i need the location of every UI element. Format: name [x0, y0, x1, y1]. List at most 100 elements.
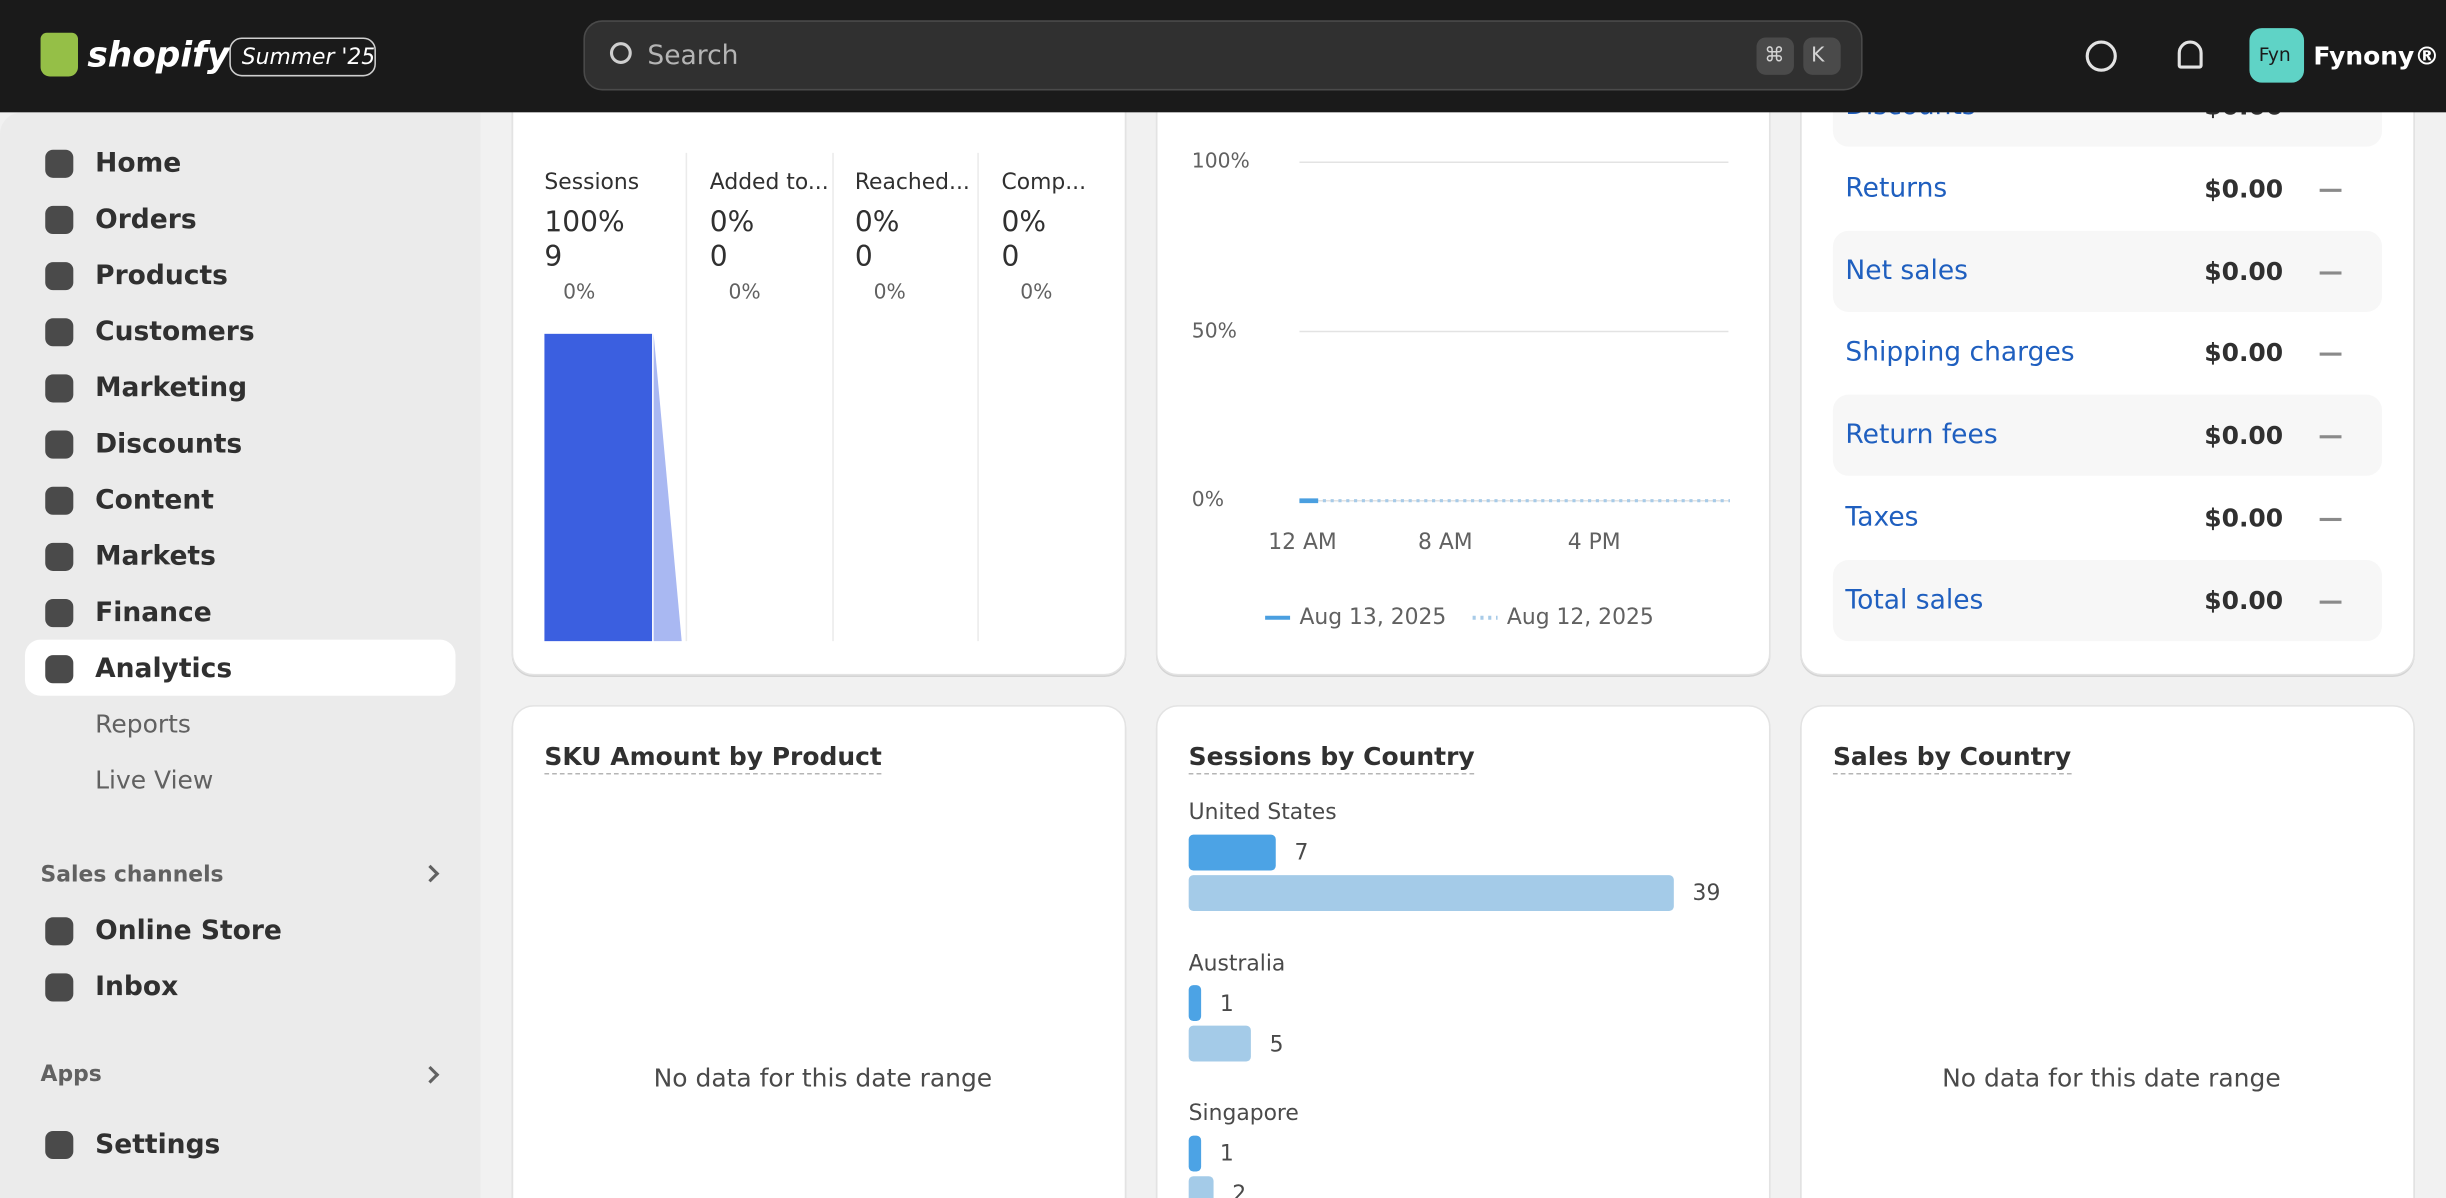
section-title[interactable]: Sales channels: [40, 862, 224, 888]
nav-icon: [45, 599, 74, 628]
legend-label: Aug 13, 2025: [1299, 605, 1447, 631]
stage-count: 0: [854, 241, 873, 274]
nav-active-bg: [24, 639, 456, 696]
search-icon: [609, 42, 632, 64]
y-tick-label: 50%: [1191, 319, 1237, 344]
stage-count: 9: [544, 241, 563, 274]
nav-item[interactable]: Discounts: [95, 428, 243, 461]
sidekick-button[interactable]: [2085, 40, 2117, 72]
row-label[interactable]: Return fees: [1845, 419, 1998, 452]
shortcut-key: ⌘: [1756, 37, 1794, 75]
nav-item[interactable]: Inbox: [95, 971, 179, 1004]
row-value: $0.00: [2204, 585, 2284, 616]
bar-value: 39: [1692, 881, 1721, 907]
nav-item[interactable]: Settings: [95, 1129, 221, 1161]
country-label: United States: [1188, 800, 1337, 826]
country-label: Singapore: [1188, 1101, 1299, 1127]
panel-title: Sales by Country: [1832, 742, 2072, 775]
panel-title: Sessions by Country: [1188, 742, 1475, 775]
row-dash: [2319, 270, 2342, 274]
panel-title: SKU Amount by Product: [544, 742, 882, 775]
bar-value: 5: [1269, 1031, 1284, 1057]
row-value: $0.00: [2204, 503, 2284, 533]
nav-item[interactable]: Analytics: [95, 653, 233, 685]
bar-value: 2: [1232, 1182, 1247, 1198]
card: [1800, 705, 2415, 1198]
nav-item[interactable]: Home: [95, 148, 182, 180]
row-dash: [2319, 517, 2342, 522]
country-bar: [1188, 875, 1674, 912]
card: [1155, 705, 1771, 1198]
row-dash: [2319, 600, 2342, 604]
bar-value: 1: [1219, 991, 1234, 1017]
nav-item[interactable]: Marketing: [95, 372, 248, 405]
row-label[interactable]: Shipping charges: [1845, 337, 2075, 369]
nav-icon: [45, 973, 74, 1002]
nav-item[interactable]: Online Store: [95, 915, 282, 947]
country-bar: [1188, 1135, 1202, 1172]
nav-icon: [45, 486, 74, 515]
nav-item[interactable]: Products: [95, 260, 228, 292]
stage-change: 0%: [873, 281, 906, 305]
stage-count: 0: [709, 241, 728, 274]
shortcut-key: K: [1803, 37, 1841, 75]
empty-state: No data for this date range: [653, 1063, 993, 1093]
funnel-dropoff: [653, 333, 682, 642]
row-bg: [1832, 394, 2383, 477]
x-tick-label: 8 AM: [1417, 530, 1473, 556]
stage-count: 0: [1001, 241, 1020, 274]
brand[interactable]: shopify: [87, 36, 230, 76]
nav-icon: [45, 542, 74, 571]
row-value: $0.00: [2204, 338, 2284, 368]
stage-name: Sessions: [544, 170, 640, 195]
row-label[interactable]: Net sales: [1845, 255, 1968, 287]
row-label[interactable]: Total sales: [1845, 584, 1984, 616]
nav-icon: [45, 205, 74, 234]
nav-item[interactable]: Markets: [95, 541, 216, 573]
x-tick-label: 12 AM: [1268, 530, 1337, 556]
row-bg: [1832, 230, 2383, 312]
nav-item[interactable]: Orders: [95, 204, 197, 236]
notifications-button[interactable]: [2177, 40, 2203, 69]
country-label: Australia: [1188, 950, 1286, 976]
nav-item[interactable]: Finance: [95, 597, 212, 629]
row-value: $0.00: [2204, 255, 2284, 286]
nav-item[interactable]: Customers: [95, 316, 255, 348]
bar-value: 1: [1219, 1141, 1234, 1167]
x-tick-label: 4 PM: [1567, 530, 1621, 556]
row-value: $0.00: [2204, 173, 2284, 204]
shortcut-label: K: [1811, 44, 1825, 68]
nav-item[interactable]: Content: [95, 485, 214, 517]
edition-badge: Summer '25: [229, 37, 376, 77]
y-tick-label: 0%: [1191, 489, 1224, 513]
country-bar: [1188, 1176, 1214, 1198]
nav-subitem[interactable]: Live View: [95, 765, 214, 795]
funnel-bar: [544, 333, 653, 642]
user-name[interactable]: Fynony®: [2313, 41, 2440, 71]
card: [1155, 31, 1771, 676]
stage-rate: 100%: [544, 206, 625, 240]
y-tick-label: 100%: [1191, 150, 1250, 174]
header: shopify Summer '25 Search ⌘ K Fyn Fynony®: [0, 0, 2446, 113]
row-label[interactable]: Taxes: [1845, 502, 1919, 534]
edition: Summer '25: [241, 45, 376, 71]
row-dash: [2319, 435, 2342, 439]
nav-icon: [45, 149, 74, 178]
card: [511, 705, 1127, 1198]
search-bar[interactable]: Search ⌘ K: [583, 20, 1863, 91]
country-bar: [1188, 985, 1202, 1021]
nav-icon: [45, 1130, 74, 1160]
legend-label: Aug 12, 2025: [1506, 605, 1654, 631]
row-dash: [2319, 353, 2342, 357]
row-bg: [1832, 559, 2383, 641]
country-bar: [1188, 1025, 1251, 1062]
stage-name: Comp...: [1001, 170, 1087, 195]
avatar[interactable]: Fyn: [2249, 28, 2305, 83]
section-title[interactable]: Apps: [40, 1062, 102, 1088]
stage-name: Added to...: [709, 170, 829, 195]
row-label[interactable]: Returns: [1845, 172, 1948, 205]
nav-subitem[interactable]: Reports: [95, 708, 191, 739]
shortcut-label: ⌘: [1764, 44, 1785, 68]
